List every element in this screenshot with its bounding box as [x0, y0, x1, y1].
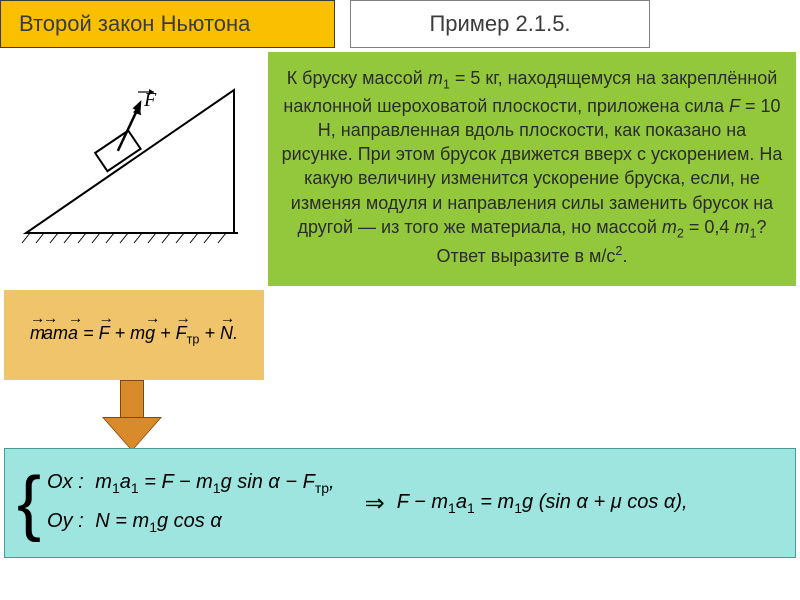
oy-line: Oy : N = m1g cos α — [47, 510, 335, 535]
example-label: Пример 2.1.5. — [350, 0, 650, 48]
law-title: Второй закон Ньютона — [0, 0, 335, 48]
brace-icon: { — [17, 471, 41, 536]
example-label-text: Пример 2.1.5. — [429, 11, 570, 37]
law-title-text: Второй закон Ньютона — [19, 11, 250, 37]
result-equation: F − m1a1 = m1g (sin α + μ cos α), — [397, 491, 688, 516]
diagram-svg: F — [16, 68, 248, 248]
equation-system: { Ox : m1a1 = F − m1g sin α − Fтр, Oy : … — [4, 448, 796, 558]
system-lines: Ox : m1a1 = F − m1g sin α − Fтр, Oy : N … — [47, 471, 335, 535]
ox-line: Ox : m1a1 = F − m1g sin α − Fтр, — [47, 471, 335, 496]
newton-vector-equation: mama = F + mg + Fтр + N. — [4, 290, 264, 380]
problem-statement: К бруску массой m1 = 5 кг, находящемуся … — [268, 52, 796, 286]
equation-content: mama = F + mg + Fтр + N. — [30, 323, 238, 347]
arrow-down-stem — [120, 380, 144, 420]
arrow-down-head — [104, 418, 160, 450]
implies-icon: ⇒ — [365, 489, 385, 518]
inclined-plane-diagram: F — [16, 68, 248, 248]
